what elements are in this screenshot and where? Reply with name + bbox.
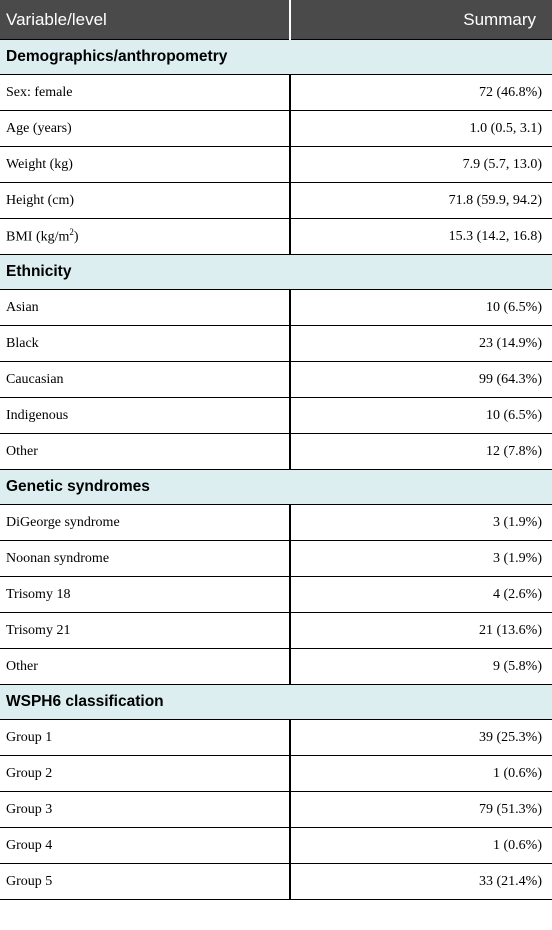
section-header: Demographics/anthropometry [0, 39, 552, 75]
table-row: Asian 10 (6.5%) [0, 289, 552, 326]
row-label: Trisomy 18 [0, 576, 291, 613]
section-title: Genetic syndromes [0, 469, 552, 505]
row-label: DiGeorge syndrome [0, 504, 291, 541]
row-label: Other [0, 433, 291, 470]
bmi-label-prefix: BMI (kg/m [6, 229, 70, 245]
row-value: 23 (14.9%) [290, 325, 552, 362]
row-value: 72 (46.8%) [290, 74, 552, 111]
section-title: Demographics/anthropometry [0, 39, 552, 75]
row-label: Other [0, 648, 291, 685]
row-value: 1 (0.6%) [290, 755, 552, 792]
table-row: Other 9 (5.8%) [0, 648, 552, 685]
section-header: WSPH6 classification [0, 684, 552, 720]
row-label: Group 4 [0, 827, 291, 864]
row-label: Noonan syndrome [0, 540, 291, 577]
section-title: WSPH6 classification [0, 684, 552, 720]
table-row: Group 1 39 (25.3%) [0, 719, 552, 756]
table-row: Age (years) 1.0 (0.5, 3.1) [0, 110, 552, 147]
table-row: Caucasian 99 (64.3%) [0, 361, 552, 398]
row-label: Sex: female [0, 74, 291, 111]
table-row: Trisomy 18 4 (2.6%) [0, 576, 552, 613]
row-label: Height (cm) [0, 182, 291, 219]
table-header-row: Variable/level Summary [0, 0, 552, 40]
table-row: Indigenous 10 (6.5%) [0, 397, 552, 434]
row-label: Weight (kg) [0, 146, 291, 183]
table-row: Sex: female 72 (46.8%) [0, 74, 552, 111]
bmi-label-superscript: 2 [69, 227, 74, 238]
header-summary: Summary [290, 0, 552, 40]
row-value: 15.3 (14.2, 16.8) [290, 218, 552, 255]
row-value: 10 (6.5%) [290, 289, 552, 326]
table-row: Height (cm) 71.8 (59.9, 94.2) [0, 182, 552, 219]
table-row: BMI (kg/m2) 15.3 (14.2, 16.8) [0, 218, 552, 255]
row-value: 99 (64.3%) [290, 361, 552, 398]
section-header: Genetic syndromes [0, 469, 552, 505]
table-row: Group 5 33 (21.4%) [0, 863, 552, 900]
bmi-label-suffix: ) [73, 229, 79, 245]
row-label-bmi: BMI (kg/m2) [0, 218, 291, 255]
row-label: Group 1 [0, 719, 291, 756]
table-row: Group 3 79 (51.3%) [0, 791, 552, 828]
row-label: Group 2 [0, 755, 291, 792]
row-value: 3 (1.9%) [290, 504, 552, 541]
row-value: 39 (25.3%) [290, 719, 552, 756]
row-label: Caucasian [0, 361, 291, 398]
row-value: 10 (6.5%) [290, 397, 552, 434]
row-value: 9 (5.8%) [290, 648, 552, 685]
table-row: Noonan syndrome 3 (1.9%) [0, 540, 552, 577]
row-value: 7.9 (5.7, 13.0) [290, 146, 552, 183]
row-label: Trisomy 21 [0, 612, 291, 649]
row-value: 21 (13.6%) [290, 612, 552, 649]
row-value: 71.8 (59.9, 94.2) [290, 182, 552, 219]
row-value: 79 (51.3%) [290, 791, 552, 828]
row-value: 3 (1.9%) [290, 540, 552, 577]
row-label: Black [0, 325, 291, 362]
row-value: 33 (21.4%) [290, 863, 552, 900]
row-label: Asian [0, 289, 291, 326]
header-variable-level: Variable/level [0, 0, 291, 40]
table-row: DiGeorge syndrome 3 (1.9%) [0, 504, 552, 541]
row-value: 1.0 (0.5, 3.1) [290, 110, 552, 147]
table-row: Other 12 (7.8%) [0, 433, 552, 470]
row-label: Group 3 [0, 791, 291, 828]
table-row: Black 23 (14.9%) [0, 325, 552, 362]
table-row: Trisomy 21 21 (13.6%) [0, 612, 552, 649]
row-value: 4 (2.6%) [290, 576, 552, 613]
row-label: Age (years) [0, 110, 291, 147]
row-label: Group 5 [0, 863, 291, 900]
section-header: Ethnicity [0, 254, 552, 290]
row-value: 1 (0.6%) [290, 827, 552, 864]
row-label: Indigenous [0, 397, 291, 434]
section-title: Ethnicity [0, 254, 552, 290]
table-row: Weight (kg) 7.9 (5.7, 13.0) [0, 146, 552, 183]
row-value: 12 (7.8%) [290, 433, 552, 470]
summary-table: Variable/level Summary Demographics/anth… [0, 0, 552, 900]
